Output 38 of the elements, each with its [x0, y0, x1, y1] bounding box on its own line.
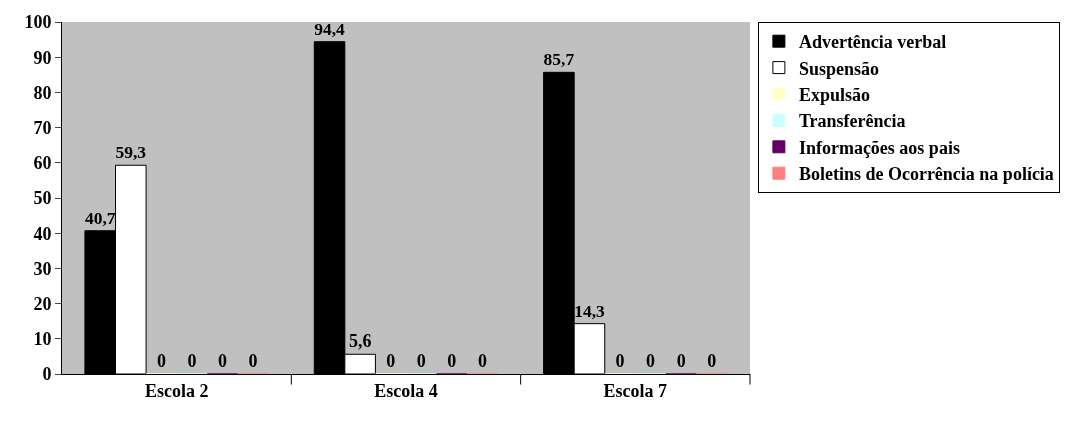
data-label: 0 [218, 351, 228, 371]
y-tick-label: 50 [33, 188, 52, 209]
y-tick-label: 30 [33, 258, 52, 279]
legend-label: Suspensão [798, 58, 879, 79]
data-label: 0 [447, 351, 457, 371]
data-label: 94,4 [314, 18, 346, 39]
x-tick-label: Escola 4 [374, 380, 438, 401]
y-tick-label: 100 [24, 12, 52, 33]
data-label: 14,3 [574, 300, 606, 321]
y-tick-label: 80 [33, 82, 52, 103]
data-label: 40,7 [84, 207, 116, 228]
data-label: 85,7 [543, 49, 575, 70]
x-tick-label: Escola 7 [603, 380, 668, 401]
data-label: 0 [156, 351, 166, 371]
data-label: 0 [615, 351, 625, 371]
y-tick-label: 60 [33, 153, 52, 174]
y-tick-label: 90 [33, 47, 52, 68]
data-label: 0 [676, 351, 686, 371]
legend-label: Transferência [798, 111, 906, 132]
data-label: 5,6 [348, 331, 372, 352]
y-tick-label: 40 [33, 223, 52, 244]
legend-label: Informações aos pais [798, 137, 960, 158]
data-label: 0 [187, 351, 197, 371]
y-tick-label: 10 [33, 329, 52, 350]
data-label: 59,3 [115, 142, 147, 163]
data-label: 0 [646, 351, 656, 371]
legend-label: Boletins de Ocorrência na polícia [798, 164, 1054, 185]
data-label: 0 [416, 351, 426, 371]
legend-label: Advertência verbal [798, 32, 947, 53]
data-label: 0 [386, 351, 396, 371]
y-tick-label: 0 [42, 364, 52, 385]
data-label: 0 [707, 351, 717, 371]
y-tick-label: 20 [33, 293, 52, 314]
y-tick-label: 70 [33, 117, 52, 138]
legend-label: Expulsão [798, 85, 870, 106]
data-label: 0 [477, 351, 487, 371]
x-tick-label: Escola 2 [144, 380, 209, 401]
data-label: 0 [248, 351, 258, 371]
